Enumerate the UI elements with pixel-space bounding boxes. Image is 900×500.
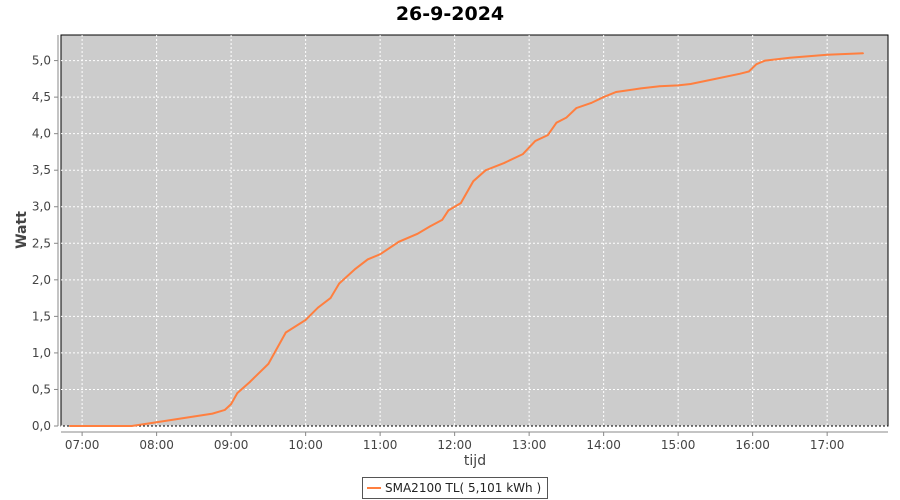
x-tick-label: 15:00: [661, 438, 696, 452]
data-point: [472, 180, 475, 182]
data-point: [447, 209, 450, 212]
x-tick-label: 09:00: [214, 438, 249, 452]
x-axis-label: tijd: [464, 453, 486, 469]
legend-swatch: [367, 487, 381, 489]
data-point: [575, 107, 578, 109]
data-point: [441, 219, 444, 221]
data-point: [677, 84, 679, 87]
data-point: [640, 87, 642, 90]
legend: SMA2100 TL( 5,101 kWh ): [362, 477, 549, 499]
y-tick-label: 1,5: [32, 309, 51, 323]
data-point: [739, 72, 742, 75]
data-point: [329, 297, 332, 299]
y-tick-label: 3,5: [32, 163, 51, 177]
data-point: [460, 202, 462, 204]
y-tick-label: 2,5: [32, 236, 51, 250]
x-tick-label: 07:00: [65, 438, 100, 452]
data-point: [546, 134, 549, 136]
data-point: [714, 78, 717, 80]
data-point: [615, 91, 617, 93]
x-tick-label: 08:00: [139, 438, 174, 452]
data-point: [155, 421, 158, 424]
data-point: [862, 52, 864, 55]
x-tick-label: 17:00: [810, 438, 845, 452]
data-point: [193, 415, 195, 418]
data-point: [602, 96, 605, 98]
data-point: [555, 121, 558, 124]
data-point: [224, 409, 226, 411]
data-point: [428, 225, 431, 228]
data-point: [503, 162, 506, 164]
x-axis: 07:00 08:00 09:00 10:00 11:00 12:00 13:00 14:00…: [61, 431, 888, 452]
y-tick-label: 3,0: [32, 200, 51, 214]
y-tick-label: 1,0: [32, 346, 51, 360]
data-point: [534, 140, 537, 142]
data-point: [317, 306, 319, 309]
y-axis-label: Watt: [14, 211, 30, 249]
y-tick-label: 4,5: [32, 90, 51, 104]
data-point: [689, 83, 692, 85]
x-tick-label: 12:00: [437, 438, 472, 452]
data-point: [130, 425, 133, 427]
x-tick-label: 14:00: [586, 438, 621, 452]
data-point: [230, 403, 232, 405]
y-tick-label: 0,0: [32, 419, 51, 433]
data-point: [236, 392, 239, 394]
data-point: [211, 412, 214, 415]
data-point: [565, 116, 568, 119]
data-point: [755, 63, 758, 66]
data-point: [484, 169, 487, 172]
x-tick-label: 13:00: [512, 438, 547, 452]
grid: [61, 35, 888, 427]
data-point: [248, 381, 251, 383]
plot-area: [60, 34, 889, 427]
y-tick-label: 0,5: [32, 382, 51, 396]
data-point: [826, 53, 828, 56]
data-point: [764, 59, 766, 62]
data-point: [590, 102, 593, 104]
data-point: [658, 85, 661, 87]
data-point: [267, 363, 270, 365]
data-point: [748, 70, 750, 73]
data-point: [397, 241, 400, 243]
data-point: [338, 282, 340, 285]
y-axis: 0,0 0,5 1,0 1,5 2,0 2,5 3,0 3,5 4,0 4,5 5,0: [32, 35, 59, 433]
data-point: [416, 232, 419, 235]
data-point: [522, 153, 524, 155]
data-point: [68, 425, 71, 427]
y-tick-label: 2,0: [32, 273, 51, 287]
y-tick-label: 5,0: [32, 54, 51, 68]
data-point: [366, 258, 369, 261]
x-tick-label: 11:00: [363, 438, 398, 452]
data-point: [174, 418, 177, 421]
data-point: [789, 56, 791, 59]
x-tick-label: 10:00: [288, 438, 323, 452]
x-tick-label: 16:00: [735, 438, 770, 452]
legend-label: SMA2100 TL( 5,101 kWh ): [385, 481, 542, 495]
data-point: [354, 268, 357, 270]
y-tick-label: 4,0: [32, 127, 51, 141]
chart-title: 26-9-2024: [395, 3, 505, 25]
data-point: [304, 319, 307, 321]
data-point: [284, 331, 287, 334]
data-point: [379, 253, 381, 256]
